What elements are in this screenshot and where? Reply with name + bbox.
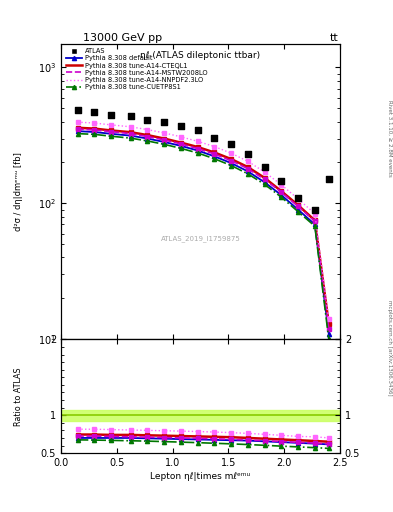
Text: Rivet 3.1.10, ≥ 2.8M events: Rivet 3.1.10, ≥ 2.8M events (387, 100, 392, 177)
Text: ATLAS_2019_I1759875: ATLAS_2019_I1759875 (161, 236, 240, 242)
Point (211, 134, 218, 142)
Point (261, 163, 268, 171)
Text: 13000 GeV pp: 13000 GeV pp (83, 33, 162, 44)
Point (312, 205, 318, 214)
X-axis label: Lepton ηℓ|times mℓᵉᵐᵘ: Lepton ηℓ|times mℓᵉᵐᵘ (150, 472, 251, 481)
Point (144, 116, 151, 124)
Text: ηℓ (ATLAS dileptonic ttbar): ηℓ (ATLAS dileptonic ttbar) (140, 51, 261, 60)
Point (195, 126, 201, 134)
Point (75, 105, 81, 114)
Point (295, 194, 301, 202)
Y-axis label: d²σ / dη|dmᵉᵐᵘ [fb]: d²σ / dη|dmᵉᵐᵘ [fb] (14, 152, 23, 231)
Point (228, 140, 234, 148)
Legend: ATLAS, Pythia 8.308 default, Pythia 8.308 tune-A14-CTEQL1, Pythia 8.308 tune-A14: ATLAS, Pythia 8.308 default, Pythia 8.30… (64, 47, 209, 92)
Text: mcplots.cern.ch [arXiv:1306.3436]: mcplots.cern.ch [arXiv:1306.3436] (387, 301, 392, 396)
Y-axis label: Ratio to ATLAS: Ratio to ATLAS (14, 367, 23, 425)
Point (245, 150, 251, 158)
Text: tt: tt (330, 33, 339, 44)
Point (178, 122, 184, 130)
Point (326, 176, 332, 184)
Point (91, 108, 97, 116)
Point (127, 112, 134, 120)
Point (161, 118, 167, 126)
Bar (61, 410, 340, 420)
Point (278, 177, 285, 185)
Point (108, 111, 114, 119)
